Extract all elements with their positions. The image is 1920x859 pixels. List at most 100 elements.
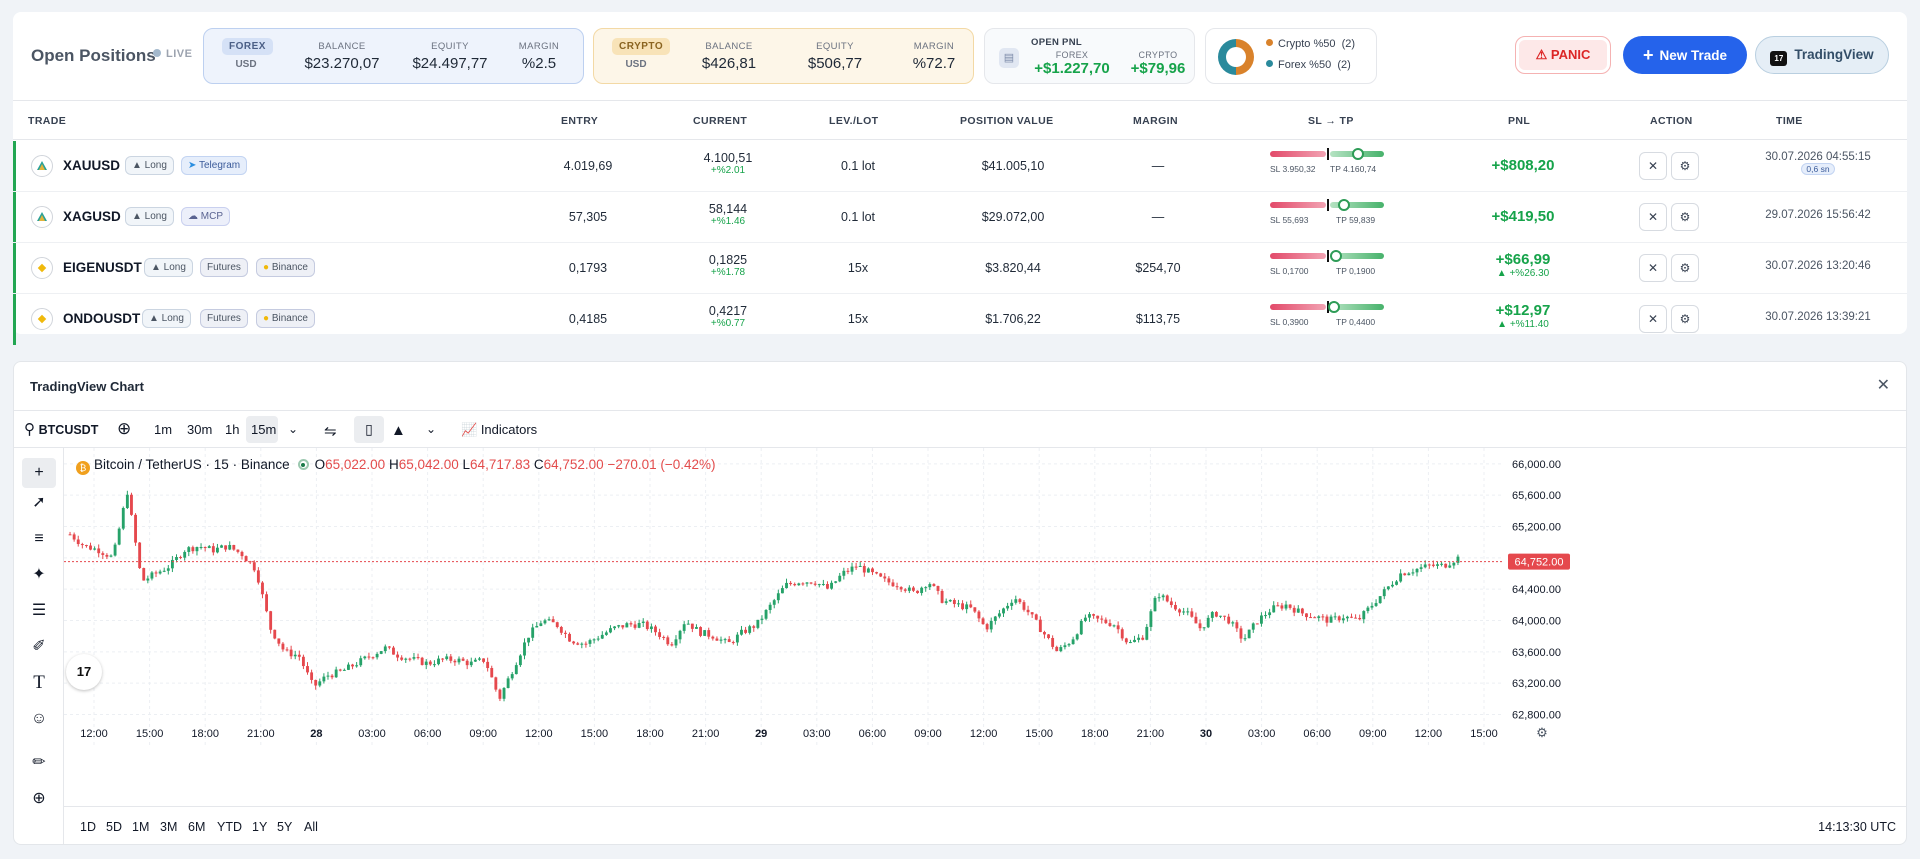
tradingview-logo-icon[interactable]: 17	[66, 654, 102, 690]
candle-body	[821, 584, 825, 586]
candle-body	[1292, 607, 1296, 613]
fib-icon[interactable]: ≡	[34, 530, 44, 547]
area-chart-type-icon[interactable]: ▲	[391, 422, 406, 439]
candle-body	[162, 570, 166, 572]
brush-icon[interactable]: ✐	[32, 638, 46, 655]
add-symbol-icon[interactable]: ⊕	[117, 419, 132, 438]
candle-body	[1178, 609, 1181, 613]
ruler-icon[interactable]: ✏	[32, 754, 46, 771]
candle-body	[220, 545, 223, 548]
candle-body	[1366, 607, 1370, 612]
close-position-button[interactable]: ✕	[1639, 203, 1667, 231]
tradingview-button[interactable]: 17 TradingView	[1755, 36, 1889, 74]
candle-chart-type-icon[interactable]: ▯	[354, 416, 384, 443]
interval-1m[interactable]: 1m	[154, 422, 173, 437]
interval-1h[interactable]: 1h	[225, 422, 240, 437]
candle-body	[1075, 634, 1079, 640]
candle-body	[895, 586, 899, 588]
range-1y[interactable]: 1Y	[252, 820, 268, 834]
range-ytd[interactable]: YTD	[217, 820, 242, 834]
interval-30m[interactable]: 30m	[187, 422, 213, 437]
emoji-icon[interactable]: ☺	[30, 710, 48, 727]
forex-currency: USD	[235, 59, 257, 70]
table-row[interactable]: EIGENUSDT ▲ Long Futures ● Binance 0,179…	[13, 243, 1907, 294]
candle-body	[936, 586, 940, 591]
zoom-in-icon[interactable]: ⊕	[32, 790, 46, 807]
entry-price: 0,1793	[568, 261, 608, 275]
entry-price: 0,4185	[568, 312, 608, 326]
candle-body	[1243, 638, 1247, 640]
x-tick-label: 18:00	[191, 728, 219, 740]
candle-body	[776, 593, 780, 601]
new-trade-button[interactable]: + New Trade	[1623, 36, 1747, 74]
open-time: 30.07.2026 13:20:46	[1765, 260, 1871, 272]
settings-gear-icon[interactable]: ⚙	[1671, 152, 1699, 180]
candle-body	[97, 548, 101, 554]
candle-body	[392, 647, 395, 655]
panic-button[interactable]: ⚠ PANIC	[1515, 36, 1611, 74]
current-price: 58,144 +%1.46	[708, 202, 748, 227]
table-row[interactable]: XAUUSD ▲ Long ➤ Telegram 4.019,69 4.100,…	[13, 141, 1907, 192]
candle-body	[1288, 604, 1292, 608]
table-row[interactable]: XAGUSD ▲ Long ☁ MCP 57,305 58,144 +%1.46 …	[13, 192, 1907, 243]
candle-body	[404, 658, 408, 660]
candle-body	[428, 661, 432, 665]
price-chart[interactable]: 66,000.0065,600.0065,200.0064,800.0064,4…	[64, 448, 1907, 806]
candle-body	[858, 565, 862, 567]
settings-gear-icon[interactable]: ⚙	[1671, 305, 1699, 333]
range-3m[interactable]: 3M	[160, 820, 178, 834]
settings-gear-icon[interactable]: ⚙	[1671, 203, 1699, 231]
range-1d[interactable]: 1D	[80, 820, 96, 834]
crypto-account-card[interactable]: CRYPTO USD BALANCE $426,81 EQUITY $506,77 …	[593, 28, 974, 84]
close-position-button[interactable]: ✕	[1639, 305, 1667, 333]
range-5y[interactable]: 5Y	[277, 820, 293, 834]
settings-gear-icon[interactable]: ⚙	[1671, 254, 1699, 282]
col-sltp: SL → TP	[1308, 115, 1354, 127]
candle-body	[322, 676, 326, 682]
candle-body	[645, 621, 649, 630]
candle-body	[1255, 623, 1259, 625]
candle-body	[289, 649, 293, 657]
candle-body	[1194, 616, 1198, 624]
pattern-icon[interactable]: ✦	[32, 566, 46, 583]
candle-body	[437, 658, 440, 665]
candle-body	[490, 668, 494, 678]
candle-body	[207, 546, 211, 549]
indicators-button[interactable]: 📈 Indicators	[461, 422, 538, 437]
range-all[interactable]: All	[304, 820, 318, 834]
bar-chart-type-icon[interactable]: ⇋	[324, 423, 337, 440]
projection-icon[interactable]: ☰	[31, 602, 47, 619]
candle-body	[1104, 619, 1108, 624]
candle-body	[506, 678, 510, 688]
candle-body	[1431, 564, 1435, 566]
candle-body	[375, 653, 379, 658]
crosshair-icon[interactable]: +	[22, 458, 56, 488]
chevron-down-icon[interactable]: ⌄	[288, 422, 299, 436]
interval-15m[interactable]: 15m	[251, 422, 277, 437]
text-icon[interactable]: T	[33, 672, 45, 693]
symbol-search[interactable]: ⚲ BTCUSDT	[24, 421, 99, 438]
close-icon[interactable]: ✕	[1876, 377, 1890, 394]
table-row[interactable]: ONDOUSDT ▲ Long Futures ● Binance 0,4185…	[13, 294, 1907, 345]
forex-account-card[interactable]: FOREX USD BALANCE $23.270,07 EQUITY $24.49…	[203, 28, 584, 84]
candle-body	[1174, 605, 1177, 610]
candle-body	[1403, 573, 1407, 576]
close-position-button[interactable]: ✕	[1639, 152, 1667, 180]
latency-badge: 0,6 sn	[1801, 163, 1835, 175]
candle-body	[1112, 625, 1116, 627]
candle-body	[789, 582, 793, 585]
candle-body	[969, 604, 973, 608]
range-6m[interactable]: 6M	[188, 820, 206, 834]
chevron-down-icon[interactable]: ⌄	[426, 422, 437, 436]
close-position-button[interactable]: ✕	[1639, 254, 1667, 282]
candle-body	[658, 632, 662, 637]
range-1m[interactable]: 1M	[132, 820, 150, 834]
col-entry: ENTRY	[561, 115, 599, 127]
trendline-icon[interactable]: ➚	[32, 494, 46, 511]
chart-settings-gear-icon[interactable]: ⚙	[1536, 725, 1548, 740]
candle-body	[826, 584, 829, 589]
candle-body	[850, 566, 854, 572]
range-5d[interactable]: 5D	[106, 820, 122, 834]
x-tick-label: 15:00	[136, 728, 164, 740]
side-tag: ▲ Long	[125, 207, 174, 226]
